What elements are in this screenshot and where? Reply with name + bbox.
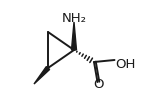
Polygon shape — [34, 67, 50, 84]
Text: OH: OH — [115, 57, 136, 70]
Text: NH₂: NH₂ — [62, 12, 87, 25]
Polygon shape — [71, 22, 77, 50]
Text: O: O — [93, 78, 104, 92]
